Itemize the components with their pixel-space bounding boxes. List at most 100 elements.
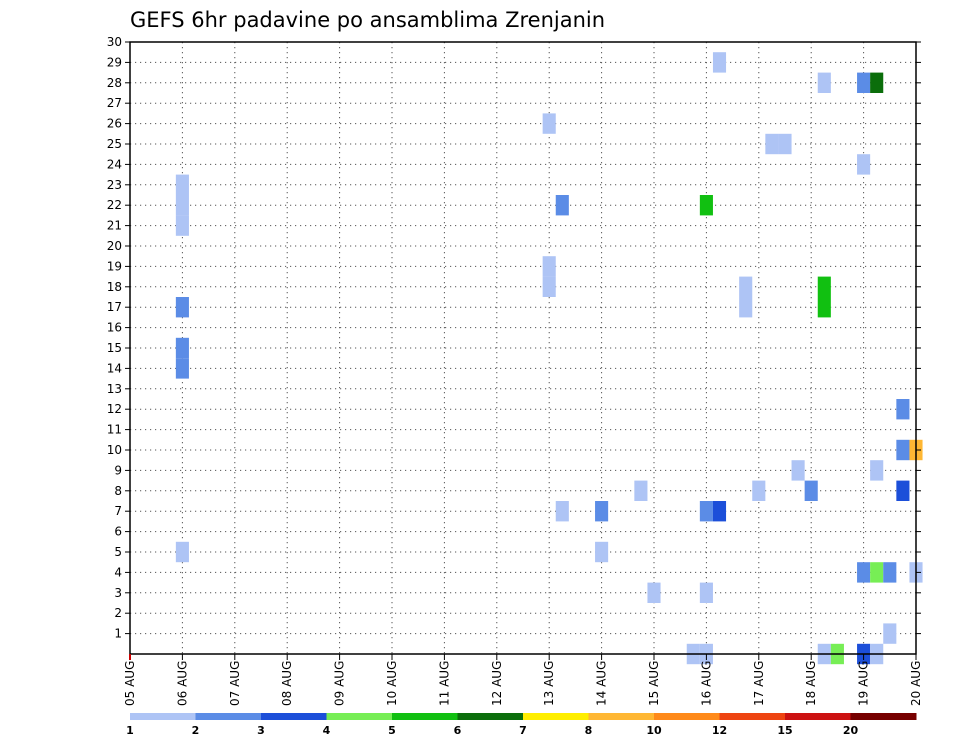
data-cell (542, 113, 556, 134)
data-cell (817, 72, 831, 93)
data-cell (739, 276, 753, 297)
colorbar-swatch (719, 713, 786, 720)
x-tick-label: 05 AUG (123, 661, 137, 706)
colorbar-label: 5 (388, 724, 396, 737)
y-tick-label: 17 (107, 300, 122, 314)
colorbar-label: 7 (519, 724, 527, 737)
y-tick-label: 14 (107, 361, 122, 375)
x-tick-label: 15 AUG (647, 661, 661, 706)
data-cell (752, 480, 766, 501)
data-cell (712, 52, 727, 73)
colorbar-swatch (588, 713, 655, 720)
x-tick-label: 09 AUG (333, 661, 347, 706)
colorbar-swatch (261, 713, 327, 720)
grid-lines (130, 42, 916, 654)
data-cell (699, 582, 713, 603)
data-cell (699, 501, 713, 522)
x-axis-ticks: 05 AUG 06 AUG 07 AUG 08 AUG 09 AUG 10 AUG 11 A… (123, 654, 923, 706)
colorbar-label: 6 (454, 724, 462, 737)
data-cell (647, 582, 661, 603)
x-tick-label: 06 AUG (175, 661, 189, 706)
colorbar-swatch (654, 713, 720, 720)
y-tick-label: 27 (107, 96, 122, 110)
colorbar-label: 15 (777, 724, 792, 737)
colorbar-swatch (326, 713, 393, 720)
colorbar-label: 3 (257, 724, 265, 737)
colorbar-label: 2 (192, 724, 200, 737)
x-tick-label: 13 AUG (542, 661, 556, 706)
colorbar-label: 8 (585, 724, 593, 737)
colorbar-label: 10 (646, 724, 662, 737)
colorbar-swatch (523, 713, 589, 720)
y-tick-label: 26 (107, 117, 122, 131)
data-cell (542, 256, 556, 277)
y-tick-label: 13 (107, 382, 122, 396)
y-tick-label: 5 (114, 545, 122, 559)
y-tick-label: 8 (114, 484, 122, 498)
x-tick-label: 07 AUG (228, 661, 242, 706)
data-cell (595, 501, 609, 522)
colorbar-label: 20 (843, 724, 859, 737)
colorbar-swatch (195, 713, 262, 720)
data-cell (883, 623, 897, 644)
y-tick-label: 30 (107, 35, 122, 49)
data-cell (634, 480, 648, 501)
x-tick-label: 17 AUG (752, 661, 766, 706)
y-tick-label: 15 (107, 341, 122, 355)
colorbar-swatch (850, 713, 917, 720)
x-tick-label: 11 AUG (437, 661, 451, 706)
y-tick-label: 2 (114, 606, 122, 620)
data-cell (896, 480, 910, 501)
colorbar-label: 1 (126, 724, 134, 737)
colorbar-swatch (457, 713, 524, 720)
y-tick-label: 19 (107, 259, 122, 273)
x-tick-label: 20 AUG (909, 661, 923, 706)
data-cell (857, 72, 871, 93)
colorbar-swatch (130, 713, 196, 720)
data-cells (175, 52, 923, 665)
y-axis-ticks: 1234567891011121314151617181920212223242… (107, 35, 921, 641)
data-cell (175, 195, 189, 216)
data-cell (175, 215, 189, 236)
data-cell (804, 480, 818, 501)
y-tick-label: 18 (107, 280, 122, 294)
y-tick-label: 12 (107, 402, 122, 416)
x-tick-label: 10 AUG (385, 661, 399, 706)
data-cell (778, 133, 792, 155)
data-cell (555, 501, 569, 522)
y-tick-label: 22 (107, 198, 122, 212)
y-tick-label: 20 (107, 239, 122, 253)
data-cell (896, 439, 910, 461)
data-cell (699, 195, 713, 216)
colorbar-label: 4 (323, 724, 331, 737)
data-cell (175, 358, 189, 379)
data-cell (870, 460, 884, 481)
colorbar: 1 2 3 4 5 6 7 8 10 12 15 20 (126, 713, 917, 737)
y-tick-label: 7 (114, 504, 122, 518)
data-cell (791, 460, 805, 481)
data-cell (542, 276, 556, 297)
data-cell (595, 541, 609, 563)
x-tick-label: 08 AUG (280, 661, 294, 706)
colorbar-label: 12 (712, 724, 727, 737)
x-tick-label: 18 AUG (804, 661, 818, 706)
y-tick-label: 24 (107, 157, 122, 171)
y-tick-label: 6 (114, 525, 122, 539)
data-cell (712, 501, 727, 522)
x-tick-label: 19 AUG (857, 661, 871, 706)
data-cell (870, 72, 884, 93)
y-tick-label: 9 (114, 463, 122, 477)
data-cell (857, 154, 871, 175)
data-cell (857, 562, 871, 583)
y-tick-label: 25 (107, 137, 122, 151)
y-tick-label: 21 (107, 219, 122, 233)
data-cell (765, 133, 779, 155)
y-tick-label: 16 (107, 321, 122, 335)
y-tick-label: 29 (107, 55, 122, 69)
data-cell (817, 297, 831, 318)
y-tick-label: 11 (107, 423, 122, 437)
data-cell (555, 195, 569, 216)
colorbar-swatch (785, 713, 851, 720)
data-cell (175, 297, 189, 318)
